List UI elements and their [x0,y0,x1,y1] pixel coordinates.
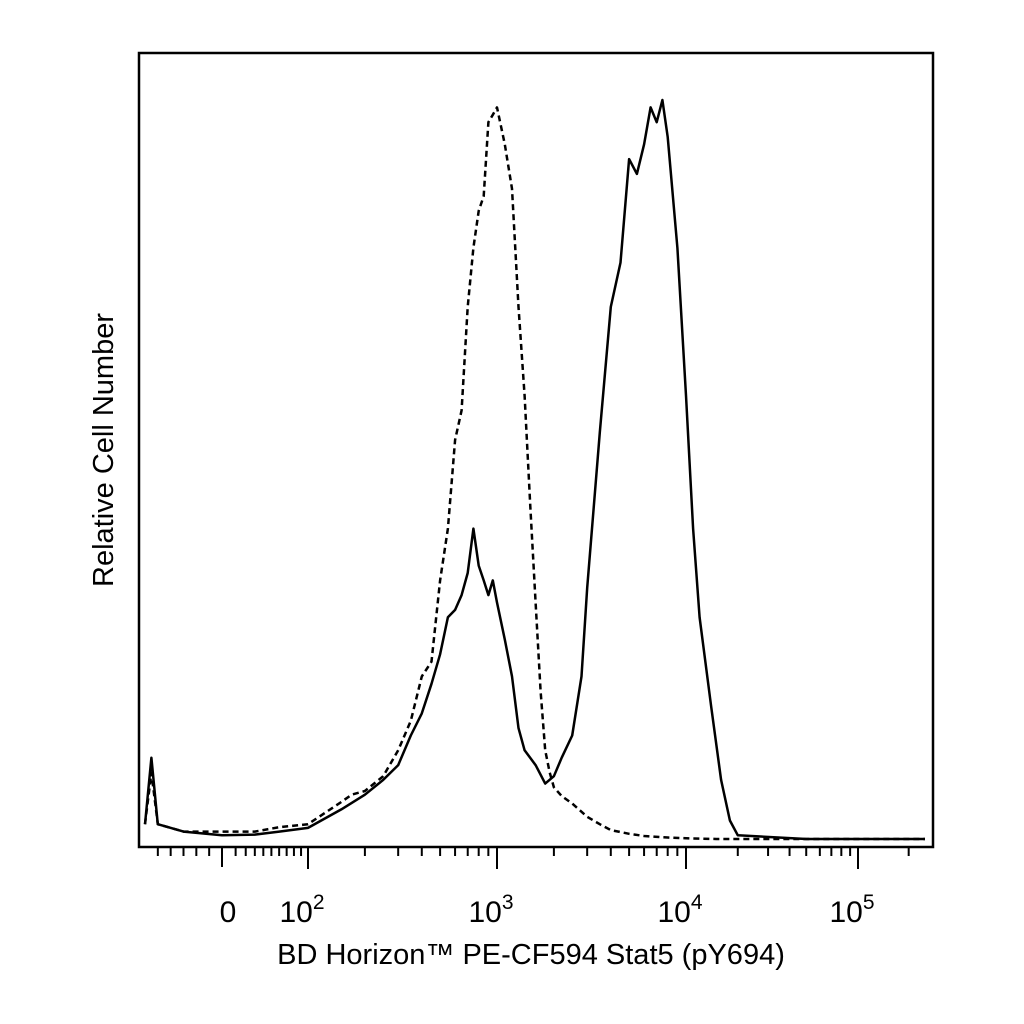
x-tick-label: 102 [279,891,324,929]
plot-frame [137,51,935,849]
x-tick-label: 0 [220,896,237,929]
x-tick-label: 105 [829,891,874,929]
series-line-solid [143,98,925,841]
x-axis-title: BD Horizon™ PE-CF594 Stat5 (pY694) [277,939,785,971]
series-line-dashed [143,106,925,841]
x-tick-label: 104 [657,891,702,929]
y-axis-title: Relative Cell Number [88,313,120,587]
x-axis-tick-labels: 0 102 103 104 105 [220,891,875,929]
x-tick-label: 103 [468,891,513,929]
series-layer [143,98,925,841]
x-axis-ticks [156,847,910,869]
